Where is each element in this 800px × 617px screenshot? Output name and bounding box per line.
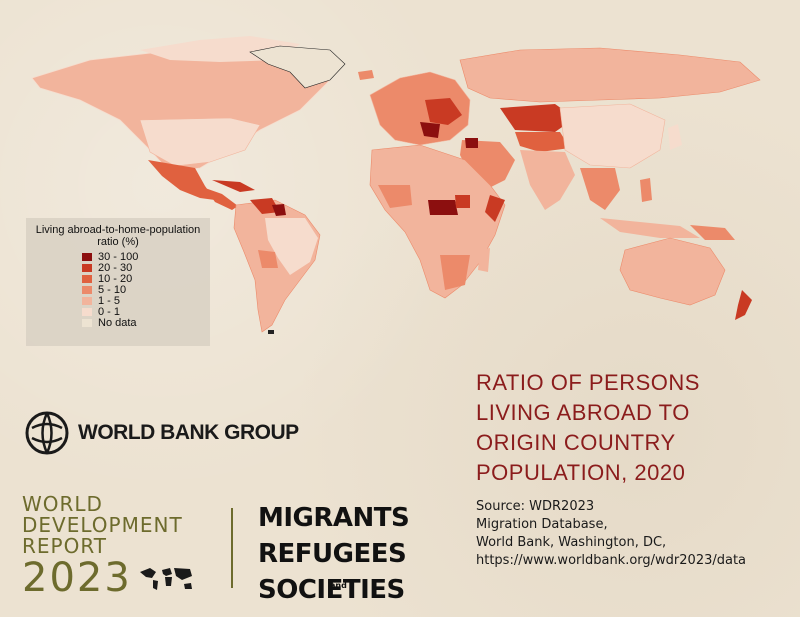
region-new-guinea bbox=[690, 225, 735, 240]
map-title-line2: LIVING ABROAD TO bbox=[476, 400, 690, 425]
world-bank-logo: WORLD BANK GROUP bbox=[24, 410, 299, 456]
theme-and: and bbox=[330, 581, 347, 590]
region-greenland bbox=[249, 45, 346, 89]
region-kazakhstan bbox=[500, 104, 575, 132]
legend-swatch bbox=[82, 307, 92, 316]
legend-item-label: 20 - 30 bbox=[98, 261, 133, 274]
legend-item-label: 1 - 5 bbox=[98, 294, 121, 307]
region-usa bbox=[139, 117, 261, 167]
source-note: Source: WDR2023 Migration Database, Worl… bbox=[476, 498, 746, 570]
legend-item: No data bbox=[82, 316, 202, 329]
legend-item: 20 - 30 bbox=[82, 261, 202, 274]
region-china bbox=[559, 103, 666, 169]
legend-title-line1: Living abroad-to-home-population bbox=[35, 224, 201, 236]
region-central-america bbox=[205, 188, 238, 210]
legend-swatch bbox=[82, 263, 92, 272]
world-choropleth-map bbox=[32, 45, 761, 334]
mini-world-map-icon bbox=[139, 568, 192, 590]
region-guyana bbox=[272, 204, 286, 216]
region-brazil bbox=[265, 218, 318, 275]
map-title-line4: POPULATION, 2020 bbox=[476, 460, 686, 485]
region-japan bbox=[668, 124, 682, 150]
legend-swatch bbox=[82, 285, 92, 294]
map-title-line1: RATIO OF PERSONS bbox=[476, 370, 700, 395]
region-syria bbox=[465, 138, 478, 148]
legend-item-label: 30 - 100 bbox=[98, 250, 139, 263]
region-russia bbox=[459, 47, 761, 103]
report-year: 2023 bbox=[22, 555, 132, 601]
region-central-african-rep bbox=[428, 200, 458, 215]
legend-title-line2: ratio (%) bbox=[97, 236, 139, 248]
region-west-africa bbox=[378, 185, 412, 208]
report-line2: DEVELOPMENT bbox=[22, 513, 183, 537]
globe-icon bbox=[25, 411, 69, 455]
theme-title: MIGRANTS REFUGEES and SOCIETIES bbox=[258, 500, 410, 608]
theme-line1: MIGRANTS bbox=[258, 503, 410, 533]
legend-item-label: No data bbox=[98, 316, 137, 329]
legend-swatch bbox=[82, 296, 92, 305]
region-somalia bbox=[485, 195, 505, 222]
region-madagascar bbox=[478, 248, 490, 272]
legend-item-label: 10 - 20 bbox=[98, 272, 133, 285]
region-venezuela bbox=[250, 198, 280, 214]
report-line1: WORLD bbox=[22, 492, 103, 516]
region-south-sudan bbox=[455, 195, 470, 208]
legend-items: 30 - 100 20 - 30 10 - 20 5 - 10 1 - 5 0 … bbox=[34, 250, 202, 329]
region-australia bbox=[619, 237, 726, 306]
region-falklands bbox=[268, 330, 274, 334]
report-line3: REPORT bbox=[22, 534, 107, 558]
region-new-zealand bbox=[735, 290, 752, 320]
legend-item: 0 - 1 bbox=[82, 305, 202, 318]
region-indonesia bbox=[600, 218, 700, 238]
theme-line2: REFUGEES bbox=[258, 539, 407, 569]
region-europe bbox=[369, 71, 471, 146]
region-south-asia bbox=[520, 150, 575, 210]
region-mexico bbox=[148, 160, 215, 200]
region-southeast-asia bbox=[580, 168, 620, 210]
source-url: https://www.worldbank.org/wdr2023/data bbox=[476, 553, 747, 568]
region-balkans bbox=[420, 122, 440, 138]
region-philippines bbox=[640, 178, 652, 202]
source-line3: World Bank, Washington, DC, bbox=[476, 535, 667, 550]
org-name: WORLD BANK GROUP bbox=[78, 421, 299, 444]
region-eastern-europe bbox=[425, 98, 462, 125]
legend-item: 10 - 20 bbox=[82, 272, 202, 285]
legend-item: 1 - 5 bbox=[82, 294, 202, 307]
map-title-line3: ORIGIN COUNTRY bbox=[476, 430, 676, 455]
theme-line3: SOCIETIES bbox=[258, 575, 405, 605]
report-year-row: 2023 bbox=[22, 557, 194, 599]
map-title: RATIO OF PERSONS LIVING ABROAD TO ORIGIN… bbox=[476, 368, 700, 488]
legend-swatch bbox=[82, 274, 92, 283]
source-line1: Source: WDR2023 bbox=[476, 499, 595, 514]
legend-swatch bbox=[82, 318, 92, 327]
region-bolivia bbox=[258, 250, 278, 268]
region-southern-africa bbox=[440, 255, 470, 290]
legend-item-label: 5 - 10 bbox=[98, 283, 127, 296]
branding-divider bbox=[231, 508, 233, 588]
map-legend: Living abroad-to-home-population ratio (… bbox=[26, 218, 210, 346]
report-branding: WORLD DEVELOPMENT REPORT 2023 bbox=[22, 494, 194, 599]
source-line2: Migration Database, bbox=[476, 517, 608, 532]
legend-item: 30 - 100 bbox=[82, 250, 202, 263]
legend-item-label: 0 - 1 bbox=[98, 305, 121, 318]
region-caribbean bbox=[212, 180, 255, 192]
legend-swatch bbox=[82, 252, 92, 261]
legend-title: Living abroad-to-home-population ratio (… bbox=[34, 224, 202, 248]
legend-item: 5 - 10 bbox=[82, 283, 202, 296]
region-central-asia bbox=[515, 132, 570, 152]
region-iceland bbox=[358, 70, 374, 80]
